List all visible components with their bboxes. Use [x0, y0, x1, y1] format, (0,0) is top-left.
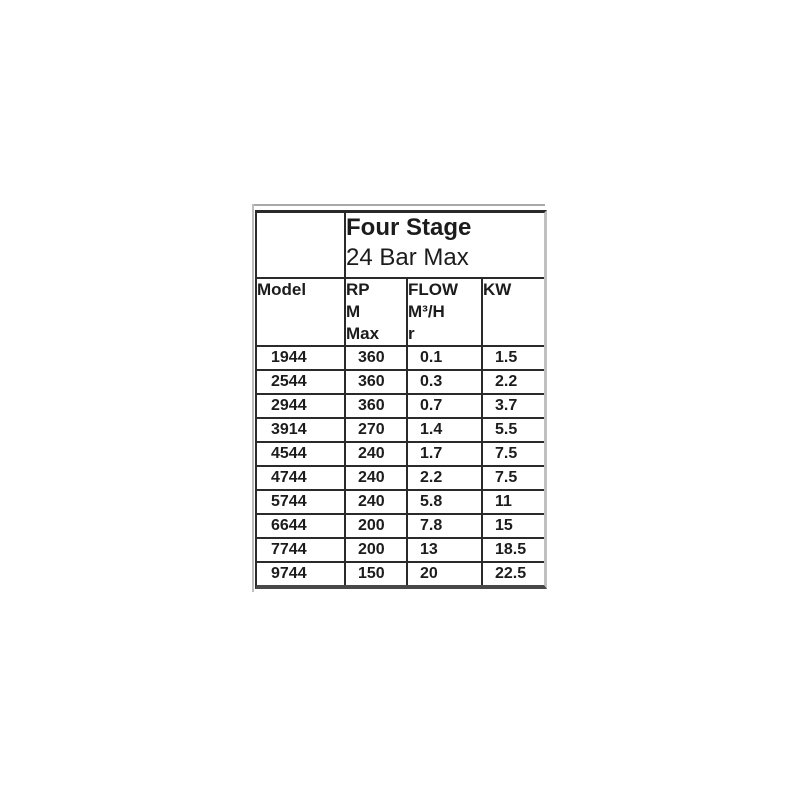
table-row: 6644 200 7.8 15: [257, 513, 544, 539]
cell-model: 4544: [257, 441, 346, 467]
cell-rpm-max: 240: [344, 465, 408, 491]
cell-kw: 15: [481, 513, 544, 539]
column-header-flow-m3hr: FLOW M³/H r: [406, 277, 483, 347]
empty-corner-cell: [257, 213, 346, 279]
cell-rpm-max: 240: [344, 489, 408, 515]
cell-model: 6644: [257, 513, 346, 539]
cell-rpm-max: 150: [344, 561, 408, 585]
cell-kw: 2.2: [481, 369, 544, 395]
table-header-row: Model RP M Max FLOW M³/H r KW: [257, 277, 544, 347]
four-stage-spec-table: Four Stage 24 Bar Max Model RP M Max FLO…: [257, 213, 544, 585]
cell-flow-m3hr: 5.8: [406, 489, 483, 515]
cell-kw: 5.5: [481, 417, 544, 443]
cell-rpm-max: 200: [344, 537, 408, 563]
cell-kw: 7.5: [481, 465, 544, 491]
table-row: 4744 240 2.2 7.5: [257, 465, 544, 491]
cell-flow-m3hr: 20: [406, 561, 483, 585]
cell-rpm-max: 240: [344, 441, 408, 467]
cell-kw: 18.5: [481, 537, 544, 563]
cell-flow-m3hr: 0.3: [406, 369, 483, 395]
cell-flow-m3hr: 0.1: [406, 345, 483, 371]
cell-kw: 1.5: [481, 345, 544, 371]
cell-model: 2544: [257, 369, 346, 395]
column-header-model: Model: [257, 277, 346, 347]
scan-artifact-left-line: [252, 204, 254, 592]
table-row: 2944 360 0.7 3.7: [257, 393, 544, 419]
column-header-kw: KW: [481, 277, 544, 347]
table-body: 1944 360 0.1 1.5 2544 360 0.3 2.2 2944 360 0.7 3.7 3…: [257, 345, 544, 585]
cell-rpm-max: 360: [344, 393, 408, 419]
cell-flow-m3hr: 1.4: [406, 417, 483, 443]
cell-flow-m3hr: 2.2: [406, 465, 483, 491]
cell-model: 5744: [257, 489, 346, 515]
cell-model: 3914: [257, 417, 346, 443]
column-header-rpm-max: RP M Max: [344, 277, 408, 347]
cell-rpm-max: 360: [344, 369, 408, 395]
table-title-cell: Four Stage 24 Bar Max: [344, 213, 544, 279]
table-row: 2544 360 0.3 2.2: [257, 369, 544, 395]
scan-artifact-top-line: [252, 204, 545, 206]
table-row: 7744 200 13 18.5: [257, 537, 544, 563]
cell-kw: 22.5: [481, 561, 544, 585]
table-row: 4544 240 1.7 7.5: [257, 441, 544, 467]
cell-flow-m3hr: 0.7: [406, 393, 483, 419]
cell-model: 4744: [257, 465, 346, 491]
cell-model: 1944: [257, 345, 346, 371]
table-row: 5744 240 5.8 11: [257, 489, 544, 515]
cell-kw: 11: [481, 489, 544, 515]
cell-flow-m3hr: 13: [406, 537, 483, 563]
cell-flow-m3hr: 7.8: [406, 513, 483, 539]
table-row: 1944 360 0.1 1.5: [257, 345, 544, 371]
four-stage-spec-table-container: Four Stage 24 Bar Max Model RP M Max FLO…: [255, 210, 547, 589]
cell-flow-m3hr: 1.7: [406, 441, 483, 467]
cell-rpm-max: 270: [344, 417, 408, 443]
table-row: 3914 270 1.4 5.5: [257, 417, 544, 443]
table-subtitle: 24 Bar Max: [346, 244, 469, 271]
cell-rpm-max: 360: [344, 345, 408, 371]
cell-model: 2944: [257, 393, 346, 419]
table-title-row: Four Stage 24 Bar Max: [257, 213, 544, 279]
table-title: Four Stage: [346, 214, 472, 241]
cell-model: 7744: [257, 537, 346, 563]
cell-rpm-max: 200: [344, 513, 408, 539]
table-row: 9744 150 20 22.5: [257, 561, 544, 585]
cell-kw: 3.7: [481, 393, 544, 419]
cell-kw: 7.5: [481, 441, 544, 467]
cell-model: 9744: [257, 561, 346, 585]
